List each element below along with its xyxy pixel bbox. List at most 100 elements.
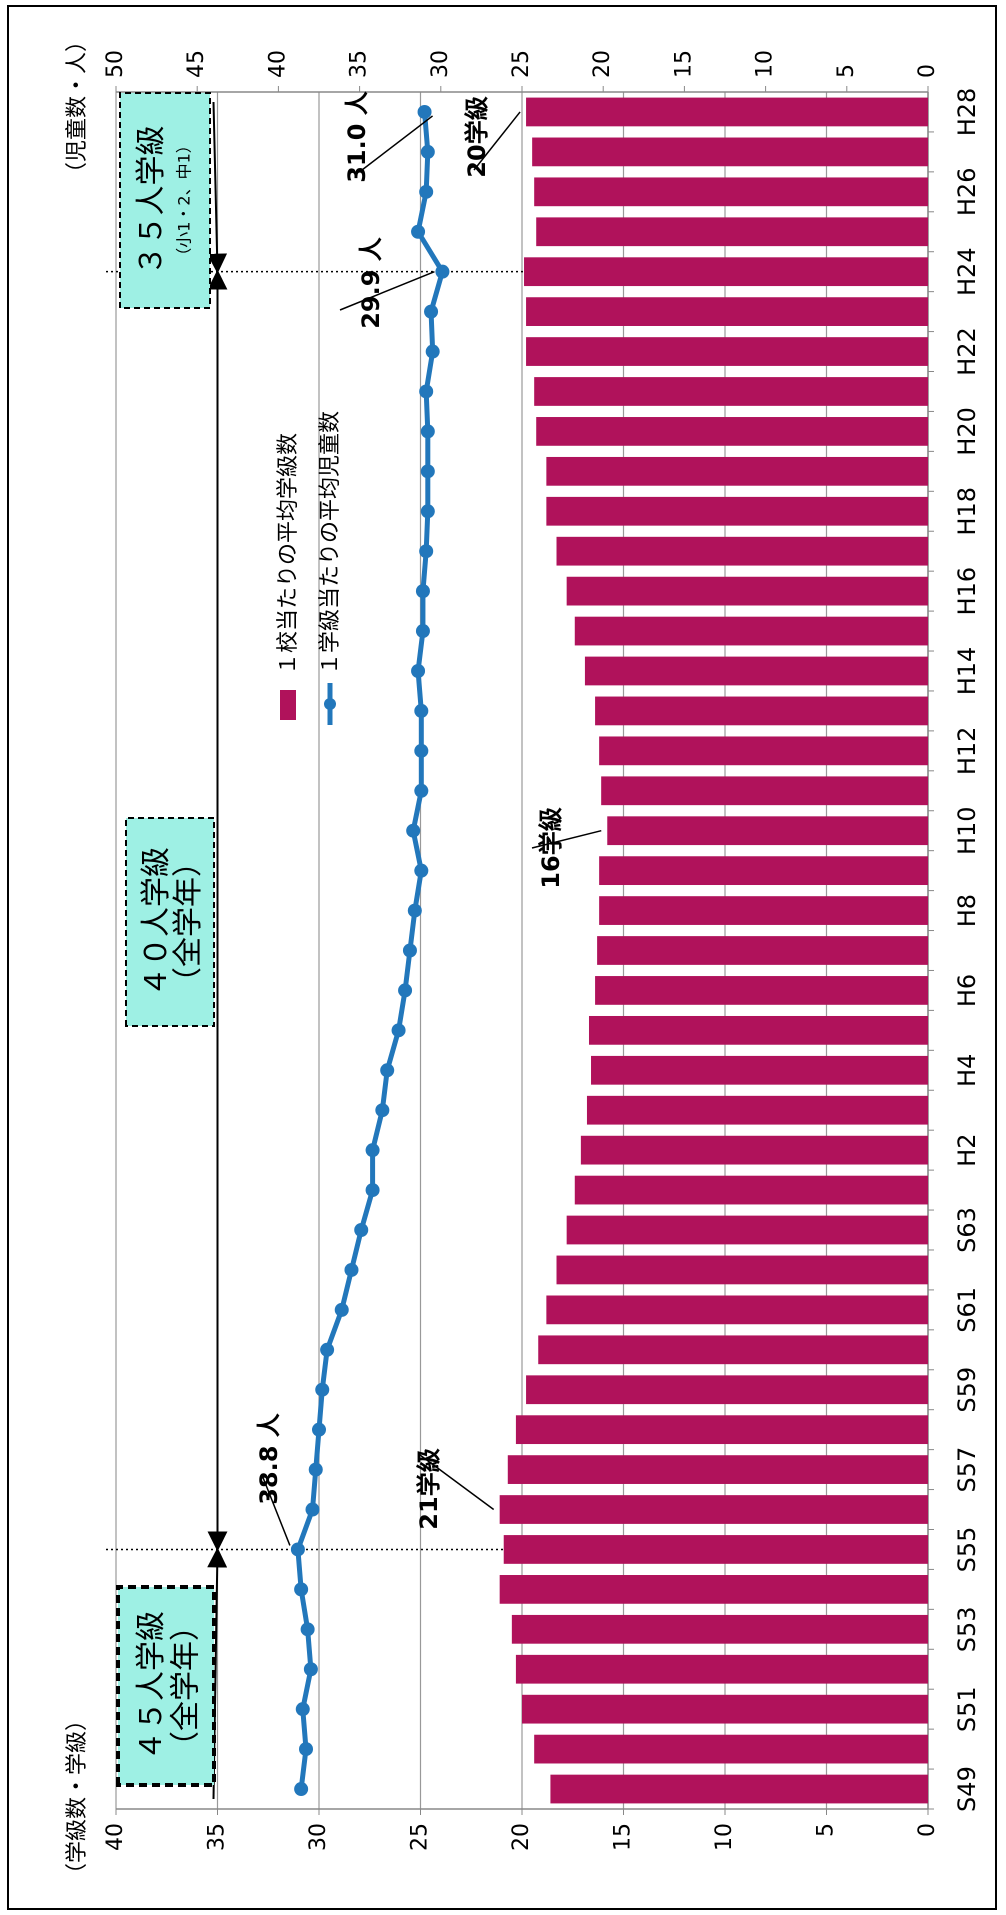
y2-tick-label: 30 xyxy=(428,50,453,78)
y-axis-title: （学級数・学級） xyxy=(65,1709,90,1885)
y-tick-label: 10 xyxy=(712,1823,737,1851)
leader-line xyxy=(419,1454,495,1511)
arrow xyxy=(207,101,228,274)
bar xyxy=(511,1614,928,1644)
y-tick-label: 30 xyxy=(306,1823,331,1851)
x-tick-label: H16 xyxy=(953,567,981,616)
x-tick-label: S59 xyxy=(953,1367,981,1413)
bar xyxy=(595,696,929,726)
y-tick-label: 20 xyxy=(509,1823,534,1851)
marker xyxy=(312,1422,326,1437)
x-tick-label: H20 xyxy=(953,407,981,456)
y2-tick-label: 50 xyxy=(103,50,128,78)
bar xyxy=(599,896,928,925)
annotation: 21学級 xyxy=(415,1448,443,1529)
bar xyxy=(534,1734,928,1764)
x-tick-label: H26 xyxy=(953,168,981,217)
y2-tick-label: 40 xyxy=(265,50,290,78)
leader-line xyxy=(473,111,521,171)
x-tick-label: H6 xyxy=(953,974,981,1007)
marker xyxy=(415,624,430,639)
marker xyxy=(411,224,426,239)
x-tick-label: S63 xyxy=(953,1207,981,1253)
bar xyxy=(546,456,928,486)
marker xyxy=(299,1742,314,1757)
marker xyxy=(334,1302,349,1317)
bar xyxy=(595,976,929,1005)
marker xyxy=(300,1622,315,1637)
x-tick-label: H2 xyxy=(953,1133,981,1166)
box-sub: （全学年） xyxy=(169,1611,204,1761)
bar xyxy=(599,736,928,766)
box-sub: （全学年） xyxy=(171,847,206,997)
marker xyxy=(290,1542,305,1557)
marker xyxy=(365,1143,380,1158)
x-tick-label: H18 xyxy=(953,487,981,536)
annotation: 20学級 xyxy=(463,96,491,177)
marker xyxy=(415,584,430,599)
marker xyxy=(425,344,440,359)
leader-line xyxy=(339,270,435,311)
marker xyxy=(295,1702,310,1717)
marker xyxy=(354,1223,369,1238)
bar xyxy=(574,1175,929,1205)
marker xyxy=(419,184,434,199)
marker xyxy=(294,1582,309,1597)
bar xyxy=(534,377,928,406)
annotation: 31.0 人 xyxy=(343,91,371,183)
bar xyxy=(515,1415,928,1445)
marker xyxy=(420,464,435,479)
marker xyxy=(419,384,434,399)
y-tick-label: 25 xyxy=(408,1823,433,1851)
marker xyxy=(420,504,435,519)
x-tick-label: H28 xyxy=(953,88,981,137)
bar xyxy=(526,97,928,127)
bar xyxy=(534,177,928,207)
marker xyxy=(380,1063,395,1078)
x-tick-label: S49 xyxy=(953,1766,981,1812)
bar xyxy=(507,1455,928,1484)
x-tick-label: S57 xyxy=(953,1447,981,1493)
policy-box xyxy=(116,1585,216,1787)
marker xyxy=(414,703,429,718)
bar xyxy=(526,1375,928,1405)
outer-border xyxy=(7,5,997,1910)
y2-axis-title: （児童数・人） xyxy=(65,30,90,184)
box-title: ４５人学級 xyxy=(134,1611,169,1761)
bar xyxy=(601,776,928,806)
bar xyxy=(536,417,929,446)
marker xyxy=(435,264,450,279)
y2-tick-label: 35 xyxy=(347,50,372,78)
bar xyxy=(522,1694,928,1724)
marker xyxy=(417,104,432,119)
bar xyxy=(588,1015,928,1045)
bar xyxy=(566,576,928,606)
y-tick-label: 40 xyxy=(103,1823,128,1851)
annotation: 38.8 人 xyxy=(255,1413,283,1505)
legend-swatch xyxy=(280,690,296,720)
legend-swatch xyxy=(324,698,336,710)
x-tick-label: S61 xyxy=(953,1287,981,1333)
bar xyxy=(591,1055,929,1085)
y-tick-label: 5 xyxy=(814,1823,839,1837)
bar xyxy=(503,1535,928,1564)
marker xyxy=(344,1262,359,1277)
marker xyxy=(308,1462,323,1477)
bar xyxy=(526,337,928,366)
legend-label: １校当たりの平均学級数 xyxy=(276,433,301,675)
bar xyxy=(556,536,928,566)
leader-line xyxy=(531,829,602,849)
legend-label: １学級当たりの平均児童数 xyxy=(318,411,343,675)
bar xyxy=(584,656,928,686)
x-tick-label: H14 xyxy=(953,647,981,696)
x-tick-label: H24 xyxy=(953,247,981,296)
marker xyxy=(398,983,413,998)
marker xyxy=(424,304,439,319)
marker xyxy=(414,783,429,798)
marker xyxy=(419,544,434,559)
y2-tick-label: 25 xyxy=(509,50,534,78)
y-tick-label: 15 xyxy=(611,1823,636,1851)
x-tick-label: H10 xyxy=(953,806,981,855)
bar xyxy=(499,1495,928,1524)
bar xyxy=(526,297,928,326)
